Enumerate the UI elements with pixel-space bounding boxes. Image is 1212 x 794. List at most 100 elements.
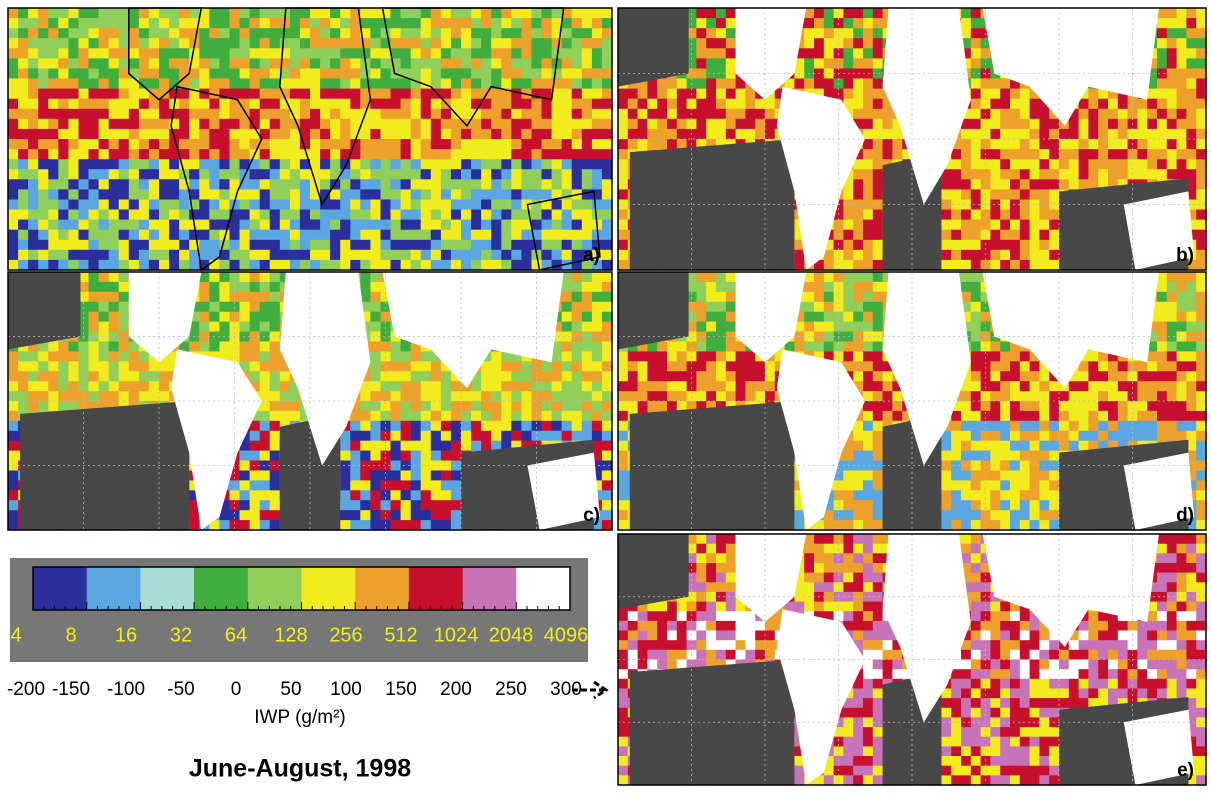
map-cell [109,79,120,90]
map-cell [592,179,603,190]
map-cell [89,129,100,140]
map-cell [582,129,593,140]
map-cell [451,189,462,200]
map-cell [1186,8,1196,19]
map-cell [391,401,402,412]
map-cell [270,58,281,69]
map-cell [300,189,311,200]
map-cell [260,240,271,251]
map-cell [431,401,442,412]
map-cell [501,189,512,200]
map-cell [511,230,522,241]
map-cell [1147,109,1157,120]
map-cell [230,480,241,491]
map-cell [1020,109,1030,120]
map-cell [1108,159,1118,170]
map-cell [572,371,583,382]
map-cell [971,129,981,140]
map-cell [501,411,512,422]
map-cell [863,240,873,251]
map-cell [381,210,392,221]
map-cell [971,220,981,231]
map-cell [873,18,883,29]
map-cell [794,250,804,261]
map-cell [411,8,422,19]
map-cell [280,210,291,221]
map-cell [8,441,19,452]
map-cell [89,89,100,100]
map-cell [58,159,69,170]
map-cell [582,48,593,59]
map-cell [48,169,59,180]
map-cell [421,119,432,130]
map-cell [260,361,271,372]
map-cell [270,490,281,501]
map-cell [441,500,452,511]
map-cell [638,89,648,100]
map-cell [873,169,883,180]
map-cell [501,179,512,190]
map-cell [48,260,59,271]
map-cell [618,210,628,221]
map-cell [159,129,170,140]
map-cell [28,361,39,372]
map-cell [1108,109,1118,120]
map-cell [340,189,351,200]
map-cell [592,312,603,323]
map-cell [119,99,130,110]
map-cell [765,129,775,140]
map-cell [951,179,961,190]
map-cell [511,431,522,442]
map-cell [320,79,331,90]
map-cell [58,189,69,200]
map-cell [89,200,100,211]
map-cell [990,79,1000,90]
map-cell [1039,159,1049,170]
map-cell [532,8,543,19]
map-cell [360,18,371,29]
map-cell [79,260,90,271]
map-cell [873,260,883,271]
map-cell [270,510,281,521]
map-cell [240,189,251,200]
map-cell [481,421,492,432]
map-cell [951,159,961,170]
map-cell [38,149,49,160]
map-cell [628,89,638,100]
map-cell [441,18,452,29]
map-cell [219,302,230,313]
map-cell [199,210,210,221]
map-cell [1196,282,1206,293]
map-cell [18,139,29,150]
map-cell [592,169,603,180]
map-cell [471,28,482,39]
map-cell [199,38,210,49]
map-cell [521,371,532,382]
map-cell [159,210,170,221]
map-cell [401,510,412,521]
map-cell [592,149,603,160]
map-cell [618,99,628,110]
map-cell [843,250,853,261]
map-cell [68,69,79,80]
map-cell [129,149,140,160]
map-cell [149,361,160,372]
map-cell [391,210,402,221]
map-cell [149,58,160,69]
map-cell [89,230,100,241]
map-cell [592,292,603,303]
map-cell [491,109,502,120]
map-cell [391,441,402,452]
map-cell [99,381,110,392]
map-cell [129,381,140,392]
map-cell [159,109,170,120]
map-cell [411,129,422,140]
map-cell [99,48,110,59]
map-cell [481,109,492,120]
map-cell [441,69,452,80]
map-cell [572,200,583,211]
map-cell [1049,220,1059,231]
map-cell [230,48,241,59]
map-cell [411,119,422,130]
map-cell [542,189,553,200]
